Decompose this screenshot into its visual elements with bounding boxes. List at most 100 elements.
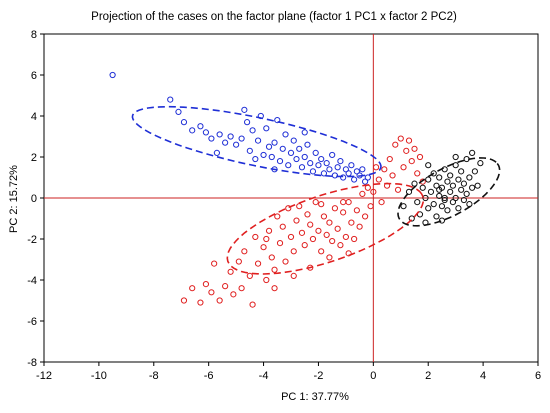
ellipse-red — [226, 182, 425, 275]
data-point-blue — [265, 143, 273, 150]
data-point-red — [397, 135, 404, 142]
data-point-blue — [337, 158, 344, 165]
data-point-blue — [252, 155, 259, 163]
data-point-red — [414, 170, 421, 177]
data-point-blue — [290, 137, 297, 144]
data-point-red — [271, 285, 278, 292]
data-point-black — [438, 203, 446, 210]
data-point-blue — [301, 153, 308, 161]
data-point-red — [403, 147, 410, 154]
data-point-black — [447, 172, 454, 179]
data-point-black — [460, 180, 467, 187]
data-point-blue — [307, 160, 314, 167]
data-point-black — [430, 170, 437, 177]
data-point-blue — [345, 170, 352, 177]
data-point-red — [246, 272, 253, 279]
data-point-red — [329, 237, 336, 245]
y-tick-label: 4 — [31, 111, 37, 123]
data-point-blue — [301, 129, 308, 136]
data-point-blue — [241, 106, 248, 113]
data-point-blue — [353, 168, 360, 175]
data-point-blue — [304, 141, 311, 148]
data-point-black — [414, 199, 421, 206]
data-point-blue — [318, 155, 325, 163]
data-point-blue — [293, 155, 300, 163]
data-point-blue — [109, 71, 116, 79]
data-point-red — [405, 137, 413, 144]
x-tick-label: -6 — [204, 370, 214, 382]
data-point-black — [444, 207, 451, 214]
x-tick-label: -2 — [314, 370, 324, 382]
data-point-blue — [348, 162, 355, 169]
data-point-red — [326, 219, 333, 226]
data-point-red — [263, 235, 270, 243]
data-point-blue — [197, 123, 204, 130]
data-point-blue — [254, 137, 262, 144]
data-point-black — [452, 194, 459, 202]
data-point-black — [433, 213, 440, 220]
data-point-blue — [243, 119, 251, 126]
data-point-blue — [320, 170, 328, 177]
data-point-red — [318, 201, 325, 208]
data-point-red — [312, 199, 319, 206]
data-point-black — [436, 174, 443, 181]
data-point-blue — [263, 125, 270, 132]
data-point-red — [326, 254, 333, 261]
data-point-black — [441, 196, 448, 204]
data-point-blue — [298, 164, 306, 171]
data-point-red — [372, 164, 380, 171]
data-point-red — [323, 231, 330, 238]
data-point-red — [307, 221, 314, 228]
data-point-red — [394, 186, 402, 193]
data-point-red — [411, 145, 418, 152]
data-point-blue — [282, 131, 289, 138]
y-tick-label: -4 — [27, 275, 37, 287]
data-point-red — [293, 217, 300, 224]
y-tick-label: -6 — [27, 316, 37, 328]
data-point-blue — [296, 145, 303, 152]
data-point-red — [353, 207, 360, 214]
data-point-blue — [340, 174, 347, 181]
data-point-blue — [334, 164, 341, 171]
data-point-red — [378, 199, 385, 206]
data-point-black — [438, 217, 446, 224]
y-tick-label: 0 — [31, 193, 37, 205]
data-point-blue — [222, 139, 229, 146]
data-point-red — [265, 227, 273, 234]
data-point-blue — [364, 174, 371, 181]
data-point-black — [469, 149, 476, 156]
data-point-red — [375, 176, 382, 183]
data-point-blue — [362, 178, 369, 185]
data-point-red — [408, 158, 415, 165]
data-point-black — [427, 188, 435, 195]
data-point-red — [285, 205, 292, 212]
data-point-blue — [167, 96, 174, 103]
data-point-blue — [279, 145, 286, 152]
data-point-red — [386, 155, 393, 163]
data-point-black — [469, 184, 476, 191]
data-point-black — [425, 205, 432, 212]
data-point-black — [452, 153, 459, 161]
data-point-black — [422, 194, 429, 202]
data-point-blue — [309, 168, 317, 175]
x-tick-label: 0 — [370, 370, 376, 382]
data-point-blue — [312, 149, 319, 156]
data-point-red — [260, 244, 267, 251]
data-point-blue — [208, 135, 215, 142]
data-point-black — [411, 180, 418, 187]
data-point-red — [381, 166, 388, 173]
data-point-red — [202, 281, 210, 288]
chart-title: Projection of the cases on the factor pl… — [91, 11, 457, 23]
data-point-black — [405, 188, 413, 195]
data-point-black — [400, 203, 407, 210]
data-point-red — [334, 225, 341, 232]
data-point-black — [408, 215, 415, 222]
data-point-black — [474, 182, 481, 189]
data-point-red — [227, 268, 234, 275]
data-point-blue — [351, 176, 358, 183]
x-tick-label: 6 — [535, 370, 541, 382]
data-point-blue — [213, 149, 220, 156]
data-point-black — [458, 186, 465, 193]
data-point-red — [290, 248, 297, 255]
